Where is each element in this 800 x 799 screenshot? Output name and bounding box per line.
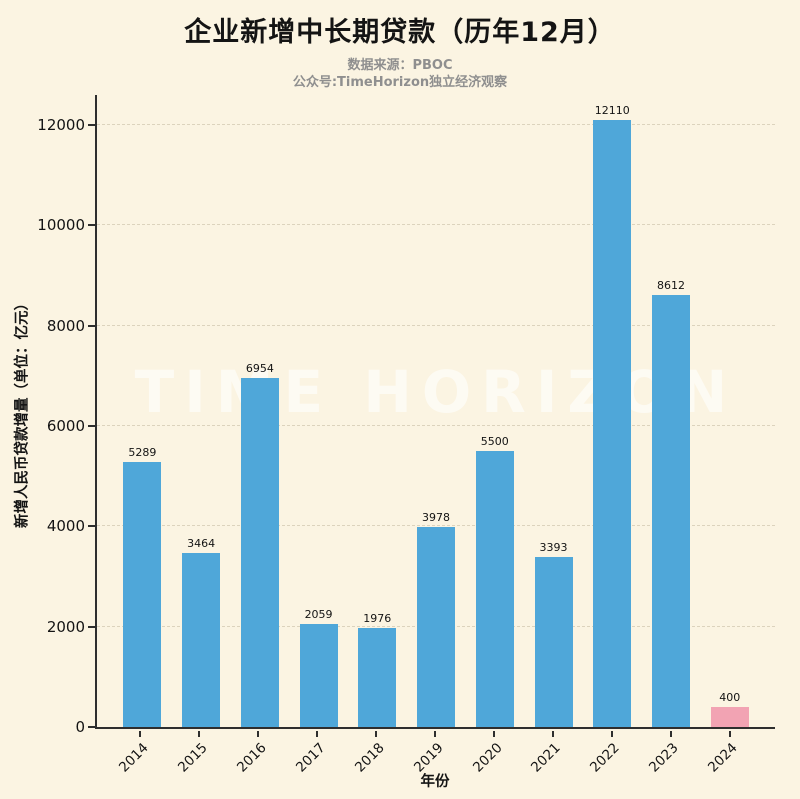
x-tick-mark-2014 bbox=[139, 731, 142, 737]
y-tick-label-4000: 4000 bbox=[46, 517, 85, 536]
y-tick-label-0: 0 bbox=[75, 718, 85, 736]
x-tick-slot-2014: 2014 bbox=[111, 731, 170, 779]
y-tick-label-10000: 10000 bbox=[37, 216, 85, 235]
bar-2021 bbox=[534, 556, 573, 727]
y-tick-mark-4000 bbox=[88, 525, 95, 528]
gridline-4000 bbox=[97, 525, 775, 527]
bar-2018 bbox=[358, 627, 397, 727]
x-tick-mark-2015 bbox=[198, 731, 201, 737]
bar-2020 bbox=[475, 451, 514, 727]
bar-value-label-2019: 3978 bbox=[422, 511, 451, 525]
bar-value-label-2023: 8612 bbox=[656, 279, 685, 293]
gridline-10000 bbox=[97, 224, 775, 226]
x-tick-slot-2017: 2017 bbox=[288, 731, 347, 779]
bar-value-label-2021: 3393 bbox=[539, 540, 568, 554]
bar-slot-2016: 6954 bbox=[230, 95, 289, 727]
bar-slot-2020: 5500 bbox=[465, 95, 524, 727]
x-tick-mark-2022 bbox=[610, 731, 613, 737]
x-tick-mark-2018 bbox=[375, 731, 378, 737]
bar-value-label-2022: 12110 bbox=[594, 103, 630, 117]
gridline-8000 bbox=[97, 324, 775, 326]
gridline-12000 bbox=[97, 124, 775, 126]
x-tick-slot-2020: 2020 bbox=[464, 731, 523, 779]
bar-2024 bbox=[710, 706, 749, 727]
bar-slot-2019: 3978 bbox=[407, 95, 466, 727]
x-tick-slot-2016: 2016 bbox=[229, 731, 288, 779]
chart-subtitle-source: 数据来源：PBOC bbox=[347, 58, 453, 73]
bar-value-label-2016: 6954 bbox=[245, 362, 274, 376]
bar-slot-2018: 1976 bbox=[348, 95, 407, 727]
x-tick-mark-2020 bbox=[492, 731, 495, 737]
x-tick-mark-2023 bbox=[669, 731, 672, 737]
bar-2019 bbox=[417, 527, 456, 727]
x-tick-mark-2024 bbox=[728, 731, 731, 737]
y-tick-mark-6000 bbox=[88, 425, 95, 428]
x-tick-slot-2024: 2024 bbox=[700, 731, 759, 779]
x-axis-title: 年份 bbox=[420, 774, 450, 790]
bar-2014 bbox=[123, 461, 162, 727]
x-tick-slot-2019: 2019 bbox=[406, 731, 465, 779]
bar-slot-2015: 3464 bbox=[172, 95, 231, 727]
bar-slot-2021: 3393 bbox=[524, 95, 583, 727]
bar-2016 bbox=[240, 378, 279, 727]
plot-area: TIME HORIZON 5289 3464 6954 2059 1976 3978 550… bbox=[37, 95, 775, 736]
bar-slot-2014: 5289 bbox=[113, 95, 172, 727]
bar-slot-2024: 400 bbox=[700, 95, 759, 727]
x-tick-slot-2018: 2018 bbox=[347, 731, 406, 779]
chart-title: 企业新增中长期贷款（历年12月） bbox=[184, 17, 616, 48]
y-tick-label-2000: 2000 bbox=[46, 617, 85, 636]
x-axis-ticks: 2014 2015 2016 2017 2018 2019 2020 2021 2022 2023… bbox=[95, 731, 775, 779]
y-tick-mark-8000 bbox=[88, 324, 95, 327]
x-tick-slot-2021: 2021 bbox=[523, 731, 582, 779]
y-tick-mark-2000 bbox=[88, 625, 95, 628]
chart-subtitle-account: 公众号:TimeHorizon独立经济观察 bbox=[292, 75, 508, 90]
bar-2022 bbox=[593, 119, 632, 727]
x-tick-slot-2022: 2022 bbox=[582, 731, 641, 779]
bar-slot-2017: 2059 bbox=[289, 95, 348, 727]
y-tick-label-8000: 8000 bbox=[46, 316, 85, 335]
x-tick-slot-2023: 2023 bbox=[641, 731, 700, 779]
y-tick-mark-12000 bbox=[88, 124, 95, 127]
bar-value-label-2014: 5289 bbox=[128, 445, 157, 459]
bar-slot-2022: 12110 bbox=[583, 95, 642, 727]
x-tick-mark-2017 bbox=[316, 731, 319, 737]
y-axis-title: 新增人民币贷款增量（单位：亿元） bbox=[14, 296, 31, 528]
bar-value-label-2017: 2059 bbox=[304, 607, 333, 621]
bar-2023 bbox=[651, 295, 690, 727]
x-tick-mark-2016 bbox=[257, 731, 260, 737]
y-tick-label-6000: 6000 bbox=[46, 417, 85, 436]
bar-slot-2023: 8612 bbox=[642, 95, 701, 727]
bar-value-label-2015: 3464 bbox=[187, 537, 216, 551]
x-tick-slot-2015: 2015 bbox=[170, 731, 229, 779]
bar-2017 bbox=[299, 623, 338, 727]
bar-value-label-2024: 400 bbox=[719, 690, 741, 704]
gridline-6000 bbox=[97, 425, 775, 427]
x-tick-mark-2021 bbox=[551, 731, 554, 737]
y-tick-mark-0 bbox=[88, 726, 95, 728]
bar-value-label-2018: 1976 bbox=[363, 611, 392, 625]
bar-value-label-2020: 5500 bbox=[480, 435, 509, 449]
y-tick-label-12000: 12000 bbox=[37, 116, 85, 135]
y-tick-mark-10000 bbox=[88, 224, 95, 227]
bar-2015 bbox=[182, 553, 221, 727]
bars-container: 5289 3464 6954 2059 1976 3978 5500 3393 12110 861… bbox=[97, 95, 775, 727]
x-tick-mark-2019 bbox=[433, 731, 436, 737]
